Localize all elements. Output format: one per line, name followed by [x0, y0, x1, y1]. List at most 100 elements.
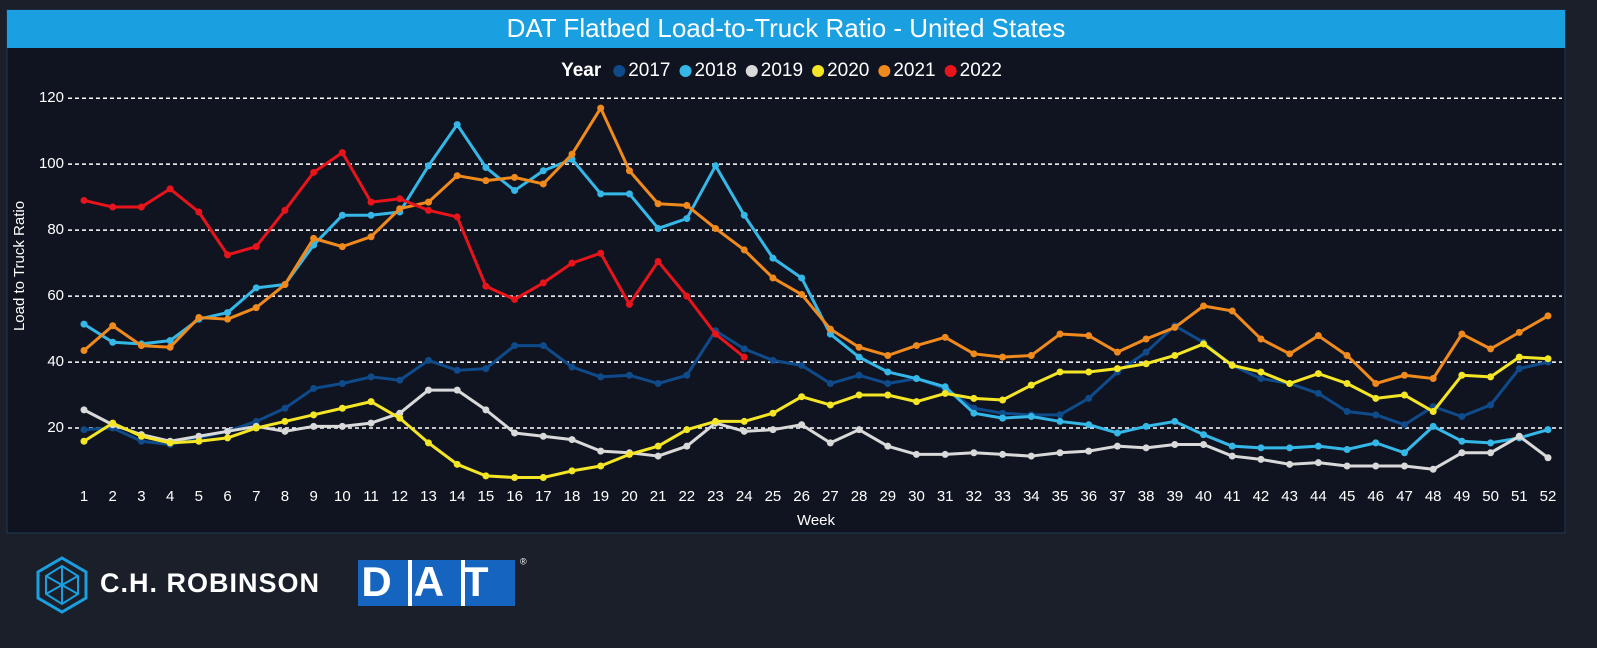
data-point: [597, 373, 605, 381]
data-point: [1142, 348, 1150, 356]
data-point: [769, 426, 777, 434]
data-point: [1400, 462, 1408, 470]
data-point: [539, 342, 547, 350]
data-point: [1286, 460, 1294, 468]
data-point: [826, 439, 834, 447]
data-point: [109, 419, 117, 427]
data-point: [1429, 375, 1437, 383]
data-point: [1487, 401, 1495, 409]
data-point: [740, 211, 748, 219]
x-tick-label: 52: [1540, 488, 1557, 505]
data-point: [482, 282, 490, 290]
legend-label: 2018: [695, 60, 737, 81]
data-point: [338, 404, 346, 412]
chart-panel: [6, 9, 1566, 534]
x-tick-label: 42: [1253, 488, 1270, 505]
data-point: [1372, 439, 1380, 447]
legend-label: 2022: [960, 60, 1002, 81]
data-point: [367, 233, 375, 241]
data-point: [1458, 437, 1466, 445]
data-point: [884, 391, 892, 399]
data-point: [310, 168, 318, 176]
data-point: [1142, 360, 1150, 368]
data-point: [1085, 368, 1093, 376]
data-point: [396, 414, 404, 422]
registered-mark: ®: [520, 556, 527, 566]
x-tick-label: 36: [1080, 488, 1097, 505]
x-tick-label: 51: [1511, 488, 1528, 505]
data-point: [1544, 355, 1552, 363]
x-tick-label: 33: [994, 488, 1011, 505]
data-point: [1257, 335, 1265, 343]
data-point: [424, 198, 432, 206]
data-point: [1343, 445, 1351, 453]
data-point: [281, 427, 289, 435]
data-point: [625, 167, 633, 175]
legend: Year 2017 2018 2019 2020 2021 2022: [561, 60, 1002, 81]
x-tick-label: 45: [1339, 488, 1356, 505]
data-point: [1200, 431, 1208, 439]
data-point: [1257, 455, 1265, 463]
y-tick-label: 60: [47, 287, 64, 304]
data-point: [1142, 335, 1150, 343]
data-point: [625, 190, 633, 198]
series-line: [83, 106, 1549, 386]
x-tick-label: 50: [1482, 488, 1499, 505]
data-point: [338, 422, 346, 430]
data-point: [1372, 411, 1380, 419]
data-point: [109, 203, 117, 211]
data-point: [109, 322, 117, 330]
data-point: [1085, 447, 1093, 455]
data-point: [80, 406, 88, 414]
data-point: [539, 432, 547, 440]
data-point: [884, 351, 892, 359]
x-tick-label: 29: [879, 488, 896, 505]
data-point: [941, 389, 949, 397]
x-tick-label: 10: [334, 488, 351, 505]
dat-name: DAT: [361, 558, 510, 605]
data-point: [740, 417, 748, 425]
data-point: [568, 363, 576, 371]
data-point: [453, 366, 461, 374]
x-tick-label: 2: [109, 488, 117, 505]
data-point: [769, 409, 777, 417]
data-point: [654, 380, 662, 388]
dat-box: [358, 560, 515, 606]
data-point: [396, 205, 404, 213]
x-tick-label: 6: [223, 488, 231, 505]
data-point: [424, 386, 432, 394]
data-point: [453, 172, 461, 180]
x-tick-label: 16: [506, 488, 523, 505]
data-point: [597, 104, 605, 112]
data-point: [1400, 391, 1408, 399]
data-point: [1343, 351, 1351, 359]
data-point: [625, 300, 633, 308]
x-tick-label: 4: [166, 488, 174, 505]
legend-label: 2020: [827, 60, 869, 81]
data-point: [1343, 408, 1351, 416]
y-tick-label: 40: [47, 353, 64, 370]
data-point: [769, 274, 777, 282]
data-point: [1257, 368, 1265, 376]
data-point: [568, 259, 576, 267]
data-point: [568, 436, 576, 444]
data-point: [970, 394, 978, 402]
x-tick-label: 31: [937, 488, 954, 505]
data-point: [1544, 426, 1552, 434]
data-point: [912, 375, 920, 383]
x-tick-label: 24: [736, 488, 753, 505]
data-point: [855, 371, 863, 379]
logo-hexagon: [36, 556, 88, 614]
data-point: [683, 426, 691, 434]
data-point: [597, 447, 605, 455]
data-point: [166, 337, 174, 345]
data-point: [80, 437, 88, 445]
data-point: [683, 215, 691, 223]
data-point: [1515, 365, 1523, 373]
data-point: [1056, 330, 1064, 338]
x-tick-label: 43: [1281, 488, 1298, 505]
data-point: [1487, 373, 1495, 381]
data-point: [482, 177, 490, 185]
x-tick-label: 32: [966, 488, 983, 505]
x-tick-label: 13: [420, 488, 437, 505]
